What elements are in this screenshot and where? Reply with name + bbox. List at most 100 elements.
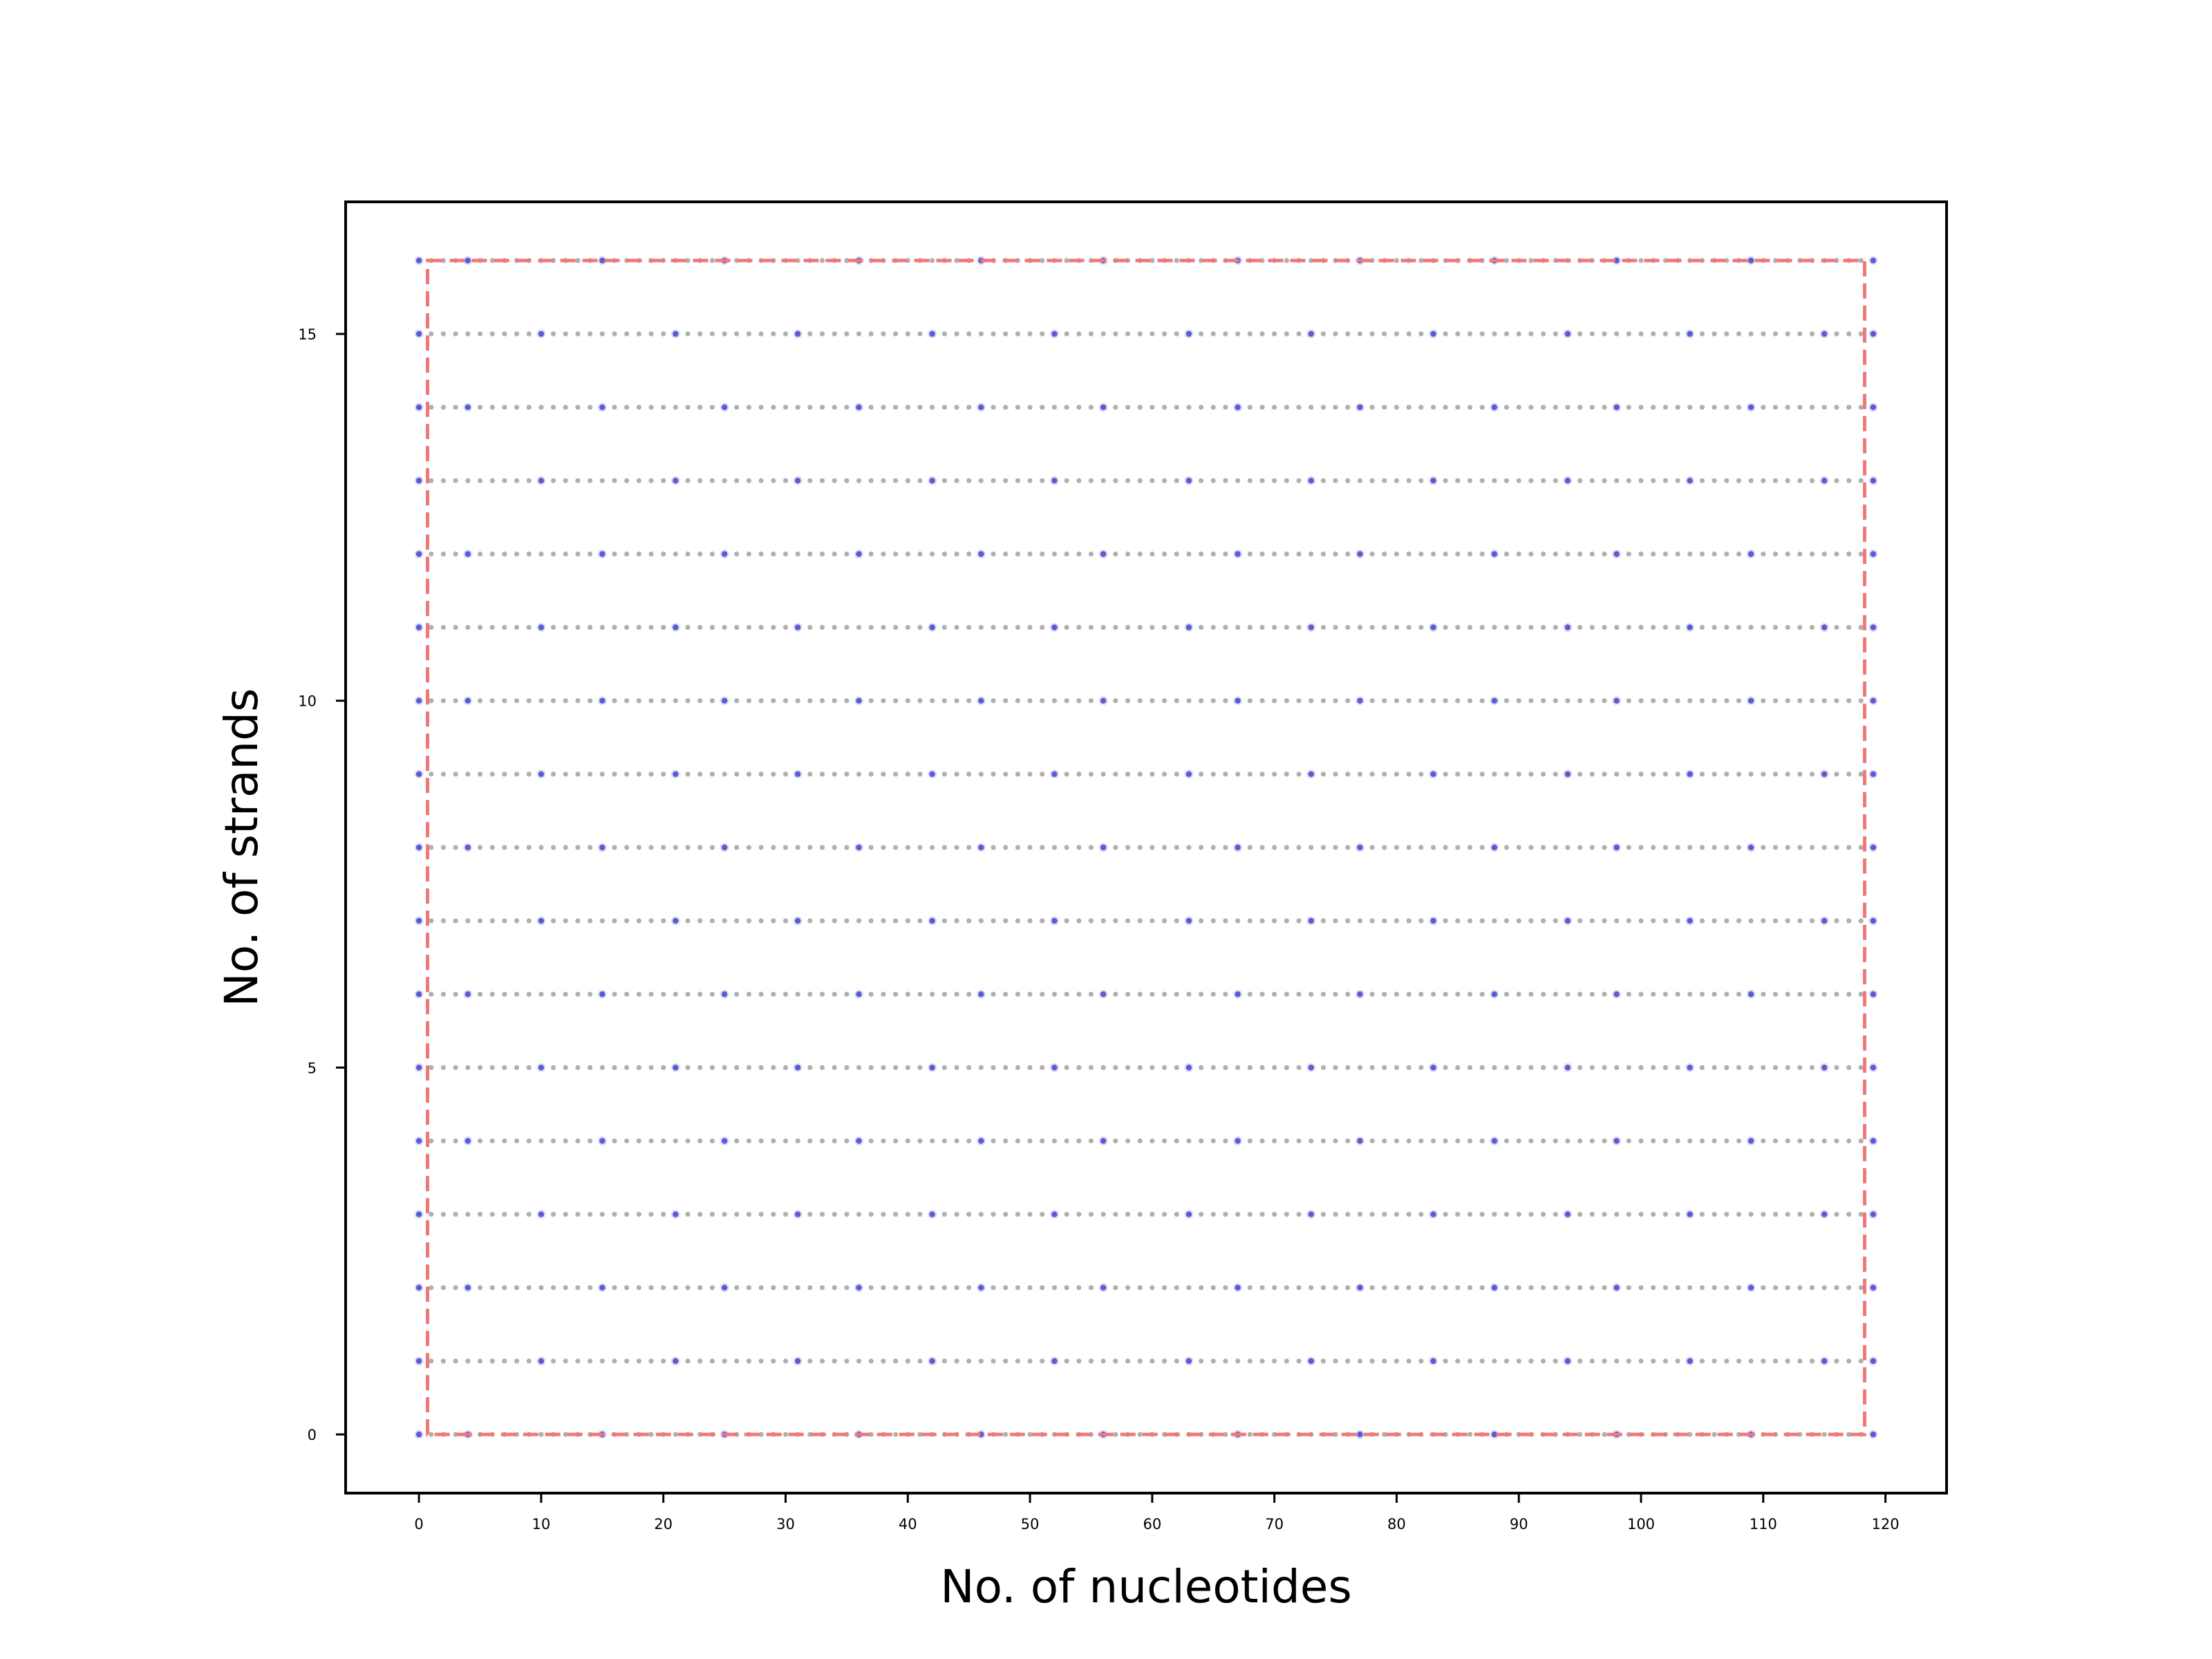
nucleotide-point	[1503, 478, 1510, 483]
nucleotide-point	[429, 1358, 434, 1364]
crossover-point	[415, 844, 422, 851]
nucleotide-point	[1858, 404, 1864, 410]
nucleotide-point	[746, 698, 751, 704]
nucleotide-point	[1724, 478, 1730, 483]
nucleotide-point	[1528, 404, 1534, 410]
nucleotide-point	[1345, 1285, 1351, 1291]
nucleotide-point	[1259, 1358, 1265, 1364]
crossover-point	[415, 1284, 422, 1291]
nucleotide-point	[648, 1358, 654, 1364]
nucleotide-point	[1003, 1065, 1009, 1070]
nucleotide-point	[844, 771, 850, 777]
nucleotide-point	[1699, 1285, 1705, 1291]
nucleotide-point	[734, 991, 740, 997]
nucleotide-point	[1858, 1065, 1864, 1070]
crossover-point	[1430, 771, 1436, 778]
nucleotide-point	[1455, 1138, 1461, 1144]
crossover-point	[1747, 844, 1754, 851]
nucleotide-point	[1150, 771, 1155, 777]
nucleotide-point	[881, 1212, 886, 1217]
nucleotide-point	[526, 625, 532, 630]
nucleotide-point	[1272, 698, 1277, 704]
nucleotide-point	[514, 478, 520, 483]
nucleotide-point	[599, 625, 605, 630]
nucleotide-point	[1015, 1138, 1020, 1144]
nucleotide-point	[1503, 331, 1510, 337]
nucleotide-point	[1809, 404, 1815, 410]
nucleotide-point	[758, 331, 764, 337]
nucleotide-point	[661, 771, 666, 777]
nucleotide-point	[1479, 551, 1485, 557]
nucleotide-point	[1712, 918, 1717, 924]
nucleotide-point	[1541, 1138, 1546, 1144]
crossover-point	[929, 771, 935, 778]
nucleotide-point	[1272, 625, 1277, 630]
nucleotide-point	[1821, 698, 1827, 704]
nucleotide-point	[1772, 1285, 1779, 1291]
nucleotide-point	[1761, 1285, 1766, 1291]
nucleotide-point	[807, 478, 813, 483]
nucleotide-point	[782, 551, 789, 557]
nucleotide-point	[1712, 771, 1717, 777]
crossover-point	[1051, 1358, 1058, 1365]
nucleotide-point	[465, 1212, 471, 1217]
nucleotide-point	[844, 625, 850, 630]
nucleotide-point	[807, 1065, 813, 1070]
nucleotide-point	[1418, 625, 1424, 630]
crossover-point	[465, 404, 471, 411]
crossover-point	[794, 1211, 801, 1217]
nucleotide-point	[453, 1212, 458, 1217]
nucleotide-point	[734, 551, 740, 557]
nucleotide-point	[612, 918, 617, 924]
crossover-point	[978, 404, 984, 411]
nucleotide-point	[1541, 625, 1546, 630]
nucleotide-point	[1589, 625, 1595, 630]
nucleotide-point	[1785, 551, 1790, 557]
crossover-point	[1100, 551, 1107, 557]
nucleotide-point	[771, 551, 776, 557]
nucleotide-point	[661, 1212, 666, 1217]
nucleotide-point	[588, 404, 593, 410]
nucleotide-point	[1662, 625, 1668, 630]
nucleotide-point	[1699, 1065, 1705, 1070]
nucleotide-point	[1333, 1285, 1338, 1291]
nucleotide-point	[1320, 918, 1326, 924]
nucleotide-point	[514, 1065, 520, 1070]
nucleotide-point	[429, 331, 434, 337]
crossover-point	[1235, 697, 1241, 704]
nucleotide-point	[1553, 918, 1558, 924]
nucleotide-point	[1394, 1285, 1399, 1291]
nucleotide-point	[868, 991, 874, 997]
nucleotide-point	[1638, 1358, 1644, 1364]
nucleotide-point	[612, 331, 617, 337]
crossover-point	[465, 1284, 471, 1291]
nucleotide-point	[758, 1432, 764, 1437]
crossover-point	[1308, 478, 1314, 484]
nucleotide-point	[1626, 478, 1631, 483]
nucleotide-point	[758, 625, 764, 630]
nucleotide-point	[697, 1358, 703, 1364]
nucleotide-point	[1467, 1212, 1473, 1217]
nucleotide-point	[844, 1065, 850, 1070]
nucleotide-point	[758, 478, 764, 483]
crossover-point	[1821, 917, 1828, 924]
nucleotide-point	[1528, 845, 1534, 850]
nucleotide-point	[734, 1212, 740, 1217]
nucleotide-point	[1210, 991, 1216, 997]
nucleotide-point	[1186, 1285, 1192, 1291]
crossover-point	[1051, 1065, 1058, 1071]
nucleotide-point	[1761, 698, 1766, 704]
nucleotide-point	[1516, 1138, 1521, 1144]
nucleotide-point	[893, 404, 899, 410]
nucleotide-point	[1100, 478, 1106, 483]
nucleotide-point	[1492, 478, 1497, 483]
nucleotide-point	[1748, 478, 1754, 483]
crossover-point	[1491, 991, 1498, 997]
nucleotide-point	[1382, 1432, 1387, 1437]
nucleotide-point	[795, 404, 800, 410]
nucleotide-point	[1443, 918, 1448, 924]
nucleotide-point	[1541, 991, 1546, 997]
nucleotide-point	[575, 1138, 581, 1144]
nucleotide-point	[1296, 331, 1302, 337]
nucleotide-point	[1492, 1212, 1497, 1217]
